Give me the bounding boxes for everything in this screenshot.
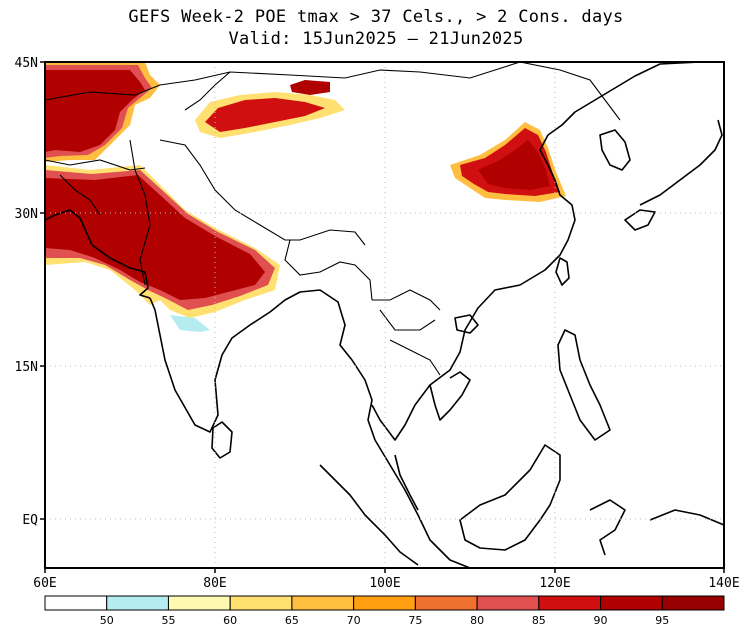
probability-shading <box>45 62 566 332</box>
country-borders <box>45 62 621 376</box>
lon-label-100e: 100E <box>369 576 400 591</box>
colorbar-label: 65 <box>285 614 299 627</box>
colorbar-swatch <box>167 595 231 611</box>
map-title-line2: Valid: 15Jun2025 – 21Jun2025 <box>228 29 524 49</box>
axis-ticks <box>40 61 725 573</box>
colorbar-label: 50 <box>100 614 114 627</box>
lon-label-140e: 140E <box>708 576 739 591</box>
lon-label-80e: 80E <box>203 576 226 591</box>
colorbar-swatch <box>106 595 169 611</box>
colorbar-swatch <box>538 595 602 611</box>
colorbar: 50 55 60 65 70 75 80 85 90 95 <box>44 595 725 627</box>
colorbar-label: 55 <box>161 614 175 627</box>
colorbar-label: 75 <box>408 614 422 627</box>
lon-label-60e: 60E <box>33 576 56 591</box>
colorbar-swatch <box>414 595 478 611</box>
colorbar-swatch <box>44 595 108 611</box>
colorbar-label: 70 <box>347 614 361 627</box>
colorbar-swatch <box>600 595 663 611</box>
colorbar-swatch <box>353 595 416 611</box>
colorbar-swatch <box>476 595 540 611</box>
colorbar-label: 90 <box>594 614 608 627</box>
colorbar-label: 95 <box>655 614 669 627</box>
lat-label-45n: 45N <box>15 56 38 71</box>
colorbar-label: 60 <box>223 614 237 627</box>
gridlines <box>45 62 724 568</box>
map-title-line1: GEFS Week-2 POE tmax > 37 Cels., > 2 Con… <box>128 7 624 27</box>
colorbar-label: 85 <box>532 614 546 627</box>
lat-label-30n: 30N <box>15 207 38 222</box>
lat-label-15n: 15N <box>15 360 38 375</box>
lat-label-eq: EQ <box>22 513 38 528</box>
lon-label-120e: 120E <box>539 576 570 591</box>
colorbar-label: 80 <box>470 614 484 627</box>
colorbar-swatch <box>661 595 725 611</box>
colorbar-swatch <box>229 595 293 611</box>
colorbar-swatch <box>291 595 355 611</box>
coastlines <box>45 62 724 568</box>
